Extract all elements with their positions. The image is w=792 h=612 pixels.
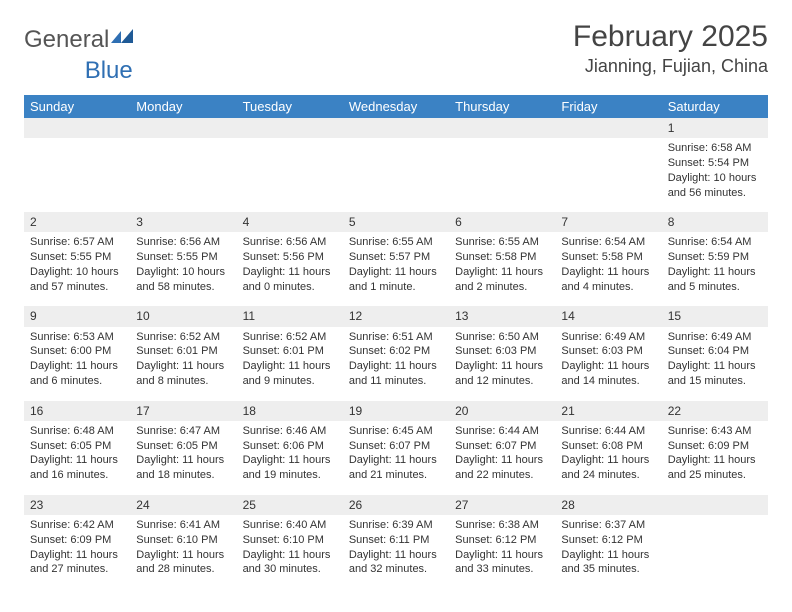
day-detail: Sunrise: 6:46 AMSunset: 6:06 PMDaylight:… <box>237 421 343 495</box>
day-detail: Sunrise: 6:44 AMSunset: 6:07 PMDaylight:… <box>449 421 555 495</box>
day-detail: Sunrise: 6:41 AMSunset: 6:10 PMDaylight:… <box>130 515 236 589</box>
day-number: 4 <box>237 212 343 232</box>
day-number: 24 <box>130 495 236 515</box>
brand-part2: Blue <box>85 57 133 85</box>
day-number: 18 <box>237 401 343 421</box>
day-number: 20 <box>449 401 555 421</box>
day-number: 8 <box>662 212 768 232</box>
day-number: 25 <box>237 495 343 515</box>
day-number: 2 <box>24 212 130 232</box>
day-detail: Sunrise: 6:40 AMSunset: 6:10 PMDaylight:… <box>237 515 343 589</box>
day-detail <box>24 138 130 212</box>
day-number: 1 <box>662 118 768 138</box>
detail-row: Sunrise: 6:42 AMSunset: 6:09 PMDaylight:… <box>24 515 768 589</box>
day-number: 23 <box>24 495 130 515</box>
day-number <box>130 118 236 138</box>
day-detail: Sunrise: 6:58 AMSunset: 5:54 PMDaylight:… <box>662 138 768 212</box>
day-number <box>449 118 555 138</box>
calendar-table: Sunday Monday Tuesday Wednesday Thursday… <box>24 95 768 589</box>
day-number: 21 <box>555 401 661 421</box>
calendar-body: 1Sunrise: 6:58 AMSunset: 5:54 PMDaylight… <box>24 118 768 589</box>
brand-part1: General <box>24 26 109 54</box>
day-number <box>662 495 768 515</box>
daynum-row: 9101112131415 <box>24 306 768 326</box>
day-number: 14 <box>555 306 661 326</box>
day-detail <box>130 138 236 212</box>
day-number: 5 <box>343 212 449 232</box>
day-detail: Sunrise: 6:47 AMSunset: 6:05 PMDaylight:… <box>130 421 236 495</box>
day-number: 17 <box>130 401 236 421</box>
location: Jianning, Fujian, China <box>573 56 768 77</box>
day-detail: Sunrise: 6:49 AMSunset: 6:03 PMDaylight:… <box>555 327 661 401</box>
daynum-row: 1 <box>24 118 768 138</box>
day-detail <box>237 138 343 212</box>
day-number: 7 <box>555 212 661 232</box>
detail-row: Sunrise: 6:48 AMSunset: 6:05 PMDaylight:… <box>24 421 768 495</box>
day-number: 22 <box>662 401 768 421</box>
weekday-header: Friday <box>555 95 661 118</box>
day-detail: Sunrise: 6:50 AMSunset: 6:03 PMDaylight:… <box>449 327 555 401</box>
day-number: 27 <box>449 495 555 515</box>
daynum-row: 2345678 <box>24 212 768 232</box>
day-number: 13 <box>449 306 555 326</box>
day-detail: Sunrise: 6:57 AMSunset: 5:55 PMDaylight:… <box>24 232 130 306</box>
day-detail: Sunrise: 6:39 AMSunset: 6:11 PMDaylight:… <box>343 515 449 589</box>
flag-icon <box>111 26 137 54</box>
day-detail: Sunrise: 6:38 AMSunset: 6:12 PMDaylight:… <box>449 515 555 589</box>
day-detail: Sunrise: 6:42 AMSunset: 6:09 PMDaylight:… <box>24 515 130 589</box>
day-detail <box>662 515 768 589</box>
day-number: 19 <box>343 401 449 421</box>
daynum-row: 16171819202122 <box>24 401 768 421</box>
day-number <box>555 118 661 138</box>
day-number: 28 <box>555 495 661 515</box>
day-detail: Sunrise: 6:51 AMSunset: 6:02 PMDaylight:… <box>343 327 449 401</box>
day-detail: Sunrise: 6:56 AMSunset: 5:56 PMDaylight:… <box>237 232 343 306</box>
day-number <box>343 118 449 138</box>
day-number: 16 <box>24 401 130 421</box>
day-number: 9 <box>24 306 130 326</box>
weekday-header: Wednesday <box>343 95 449 118</box>
day-number: 11 <box>237 306 343 326</box>
day-number: 10 <box>130 306 236 326</box>
day-detail: Sunrise: 6:43 AMSunset: 6:09 PMDaylight:… <box>662 421 768 495</box>
day-detail: Sunrise: 6:56 AMSunset: 5:55 PMDaylight:… <box>130 232 236 306</box>
day-detail: Sunrise: 6:54 AMSunset: 5:59 PMDaylight:… <box>662 232 768 306</box>
day-detail: Sunrise: 6:55 AMSunset: 5:58 PMDaylight:… <box>449 232 555 306</box>
detail-row: Sunrise: 6:57 AMSunset: 5:55 PMDaylight:… <box>24 232 768 306</box>
day-detail: Sunrise: 6:55 AMSunset: 5:57 PMDaylight:… <box>343 232 449 306</box>
detail-row: Sunrise: 6:58 AMSunset: 5:54 PMDaylight:… <box>24 138 768 212</box>
weekday-header: Thursday <box>449 95 555 118</box>
day-number: 26 <box>343 495 449 515</box>
day-number <box>24 118 130 138</box>
day-detail: Sunrise: 6:49 AMSunset: 6:04 PMDaylight:… <box>662 327 768 401</box>
daynum-row: 232425262728 <box>24 495 768 515</box>
day-detail: Sunrise: 6:48 AMSunset: 6:05 PMDaylight:… <box>24 421 130 495</box>
weekday-header: Sunday <box>24 95 130 118</box>
weekday-header-row: Sunday Monday Tuesday Wednesday Thursday… <box>24 95 768 118</box>
weekday-header: Saturday <box>662 95 768 118</box>
day-detail: Sunrise: 6:52 AMSunset: 6:01 PMDaylight:… <box>237 327 343 401</box>
brand-logo: General <box>24 20 139 54</box>
day-number: 6 <box>449 212 555 232</box>
day-number: 15 <box>662 306 768 326</box>
weekday-header: Tuesday <box>237 95 343 118</box>
day-detail: Sunrise: 6:44 AMSunset: 6:08 PMDaylight:… <box>555 421 661 495</box>
day-number: 3 <box>130 212 236 232</box>
title-block: February 2025 Jianning, Fujian, China <box>573 20 768 77</box>
day-detail <box>449 138 555 212</box>
day-detail <box>343 138 449 212</box>
day-number: 12 <box>343 306 449 326</box>
day-detail: Sunrise: 6:45 AMSunset: 6:07 PMDaylight:… <box>343 421 449 495</box>
detail-row: Sunrise: 6:53 AMSunset: 6:00 PMDaylight:… <box>24 327 768 401</box>
day-number <box>237 118 343 138</box>
month-title: February 2025 <box>573 20 768 54</box>
day-detail: Sunrise: 6:52 AMSunset: 6:01 PMDaylight:… <box>130 327 236 401</box>
day-detail: Sunrise: 6:54 AMSunset: 5:58 PMDaylight:… <box>555 232 661 306</box>
day-detail <box>555 138 661 212</box>
weekday-header: Monday <box>130 95 236 118</box>
day-detail: Sunrise: 6:37 AMSunset: 6:12 PMDaylight:… <box>555 515 661 589</box>
day-detail: Sunrise: 6:53 AMSunset: 6:00 PMDaylight:… <box>24 327 130 401</box>
